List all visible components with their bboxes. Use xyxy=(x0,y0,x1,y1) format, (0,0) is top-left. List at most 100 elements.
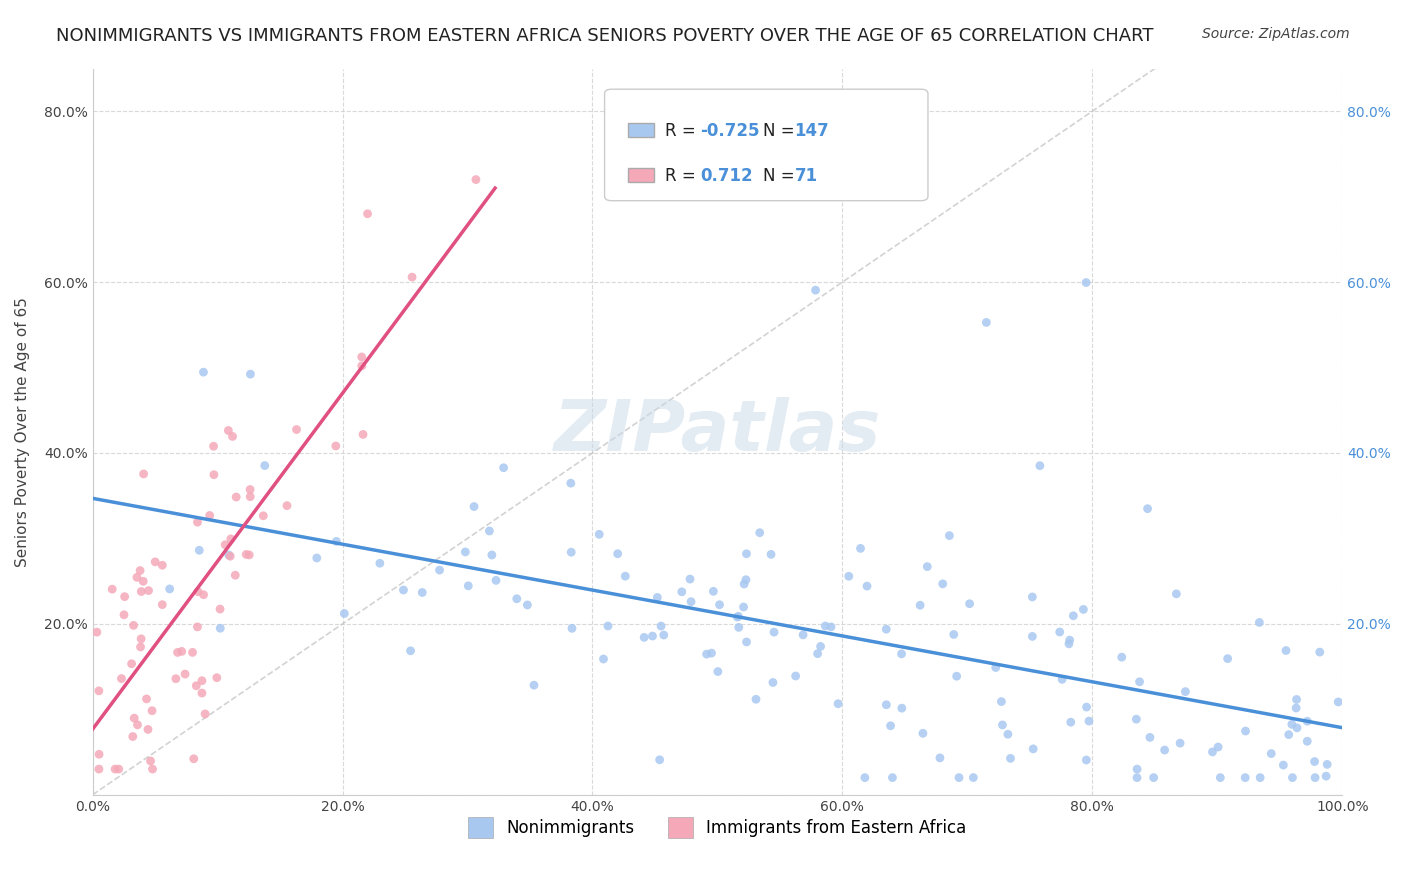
Point xyxy=(745,692,768,706)
Point xyxy=(1143,771,1166,785)
Point xyxy=(1076,276,1098,290)
Point xyxy=(1296,714,1319,729)
Text: Source: ZipAtlas.com: Source: ZipAtlas.com xyxy=(1202,27,1350,41)
Point xyxy=(1078,714,1101,728)
Point xyxy=(1059,633,1081,648)
Point xyxy=(170,644,193,658)
Point xyxy=(191,673,214,688)
Text: N =: N = xyxy=(763,167,800,185)
Point xyxy=(1316,757,1339,772)
Point xyxy=(1309,645,1331,659)
Point xyxy=(253,458,276,473)
Point xyxy=(1029,458,1052,473)
Point xyxy=(748,525,770,540)
Point xyxy=(186,515,208,529)
Point xyxy=(1111,650,1133,665)
Point xyxy=(104,762,127,776)
Point xyxy=(1315,769,1337,783)
Point xyxy=(122,711,145,725)
Text: R =: R = xyxy=(665,122,702,140)
Point xyxy=(1060,715,1083,730)
Point xyxy=(285,423,308,437)
Point xyxy=(997,727,1019,741)
Point xyxy=(1234,771,1257,785)
Point xyxy=(478,524,501,538)
Point xyxy=(193,365,215,379)
Point xyxy=(131,584,153,599)
Point xyxy=(875,622,897,636)
Point xyxy=(733,577,755,591)
Point xyxy=(917,559,939,574)
Point xyxy=(561,621,583,635)
Point xyxy=(219,549,242,564)
Point xyxy=(136,723,159,737)
Point xyxy=(1000,751,1022,765)
Point xyxy=(193,588,215,602)
Point xyxy=(221,429,243,443)
Point xyxy=(194,706,217,721)
Point xyxy=(735,635,758,649)
Point xyxy=(235,548,257,562)
Text: -0.725: -0.725 xyxy=(700,122,759,140)
Point xyxy=(1073,602,1095,616)
Point xyxy=(165,672,187,686)
Point xyxy=(890,701,912,715)
Point xyxy=(138,583,160,598)
Point xyxy=(1126,771,1149,785)
Point xyxy=(648,753,671,767)
Point xyxy=(633,631,655,645)
Point xyxy=(652,628,675,642)
Point xyxy=(1021,629,1043,643)
Legend: Nonimmigrants, Immigrants from Eastern Africa: Nonimmigrants, Immigrants from Eastern A… xyxy=(461,811,973,845)
Point xyxy=(700,646,723,660)
Point xyxy=(121,657,143,671)
Point xyxy=(1139,731,1161,745)
Text: NONIMMIGRANTS VS IMMIGRANTS FROM EASTERN AFRICA SENIORS POVERTY OVER THE AGE OF : NONIMMIGRANTS VS IMMIGRANTS FROM EASTERN… xyxy=(56,27,1154,45)
Point xyxy=(879,719,901,733)
Point xyxy=(671,584,693,599)
Point xyxy=(112,607,135,622)
Point xyxy=(219,532,242,546)
Point xyxy=(523,678,546,692)
Point xyxy=(762,675,785,690)
Point xyxy=(827,697,849,711)
Point xyxy=(150,598,173,612)
Point xyxy=(401,270,423,285)
Point xyxy=(976,315,998,329)
Point xyxy=(214,538,236,552)
Point xyxy=(217,424,239,438)
Point xyxy=(114,590,136,604)
Point xyxy=(107,762,129,776)
Point xyxy=(464,172,486,186)
Point xyxy=(962,771,984,785)
Point xyxy=(129,640,152,654)
Text: ZIPatlas: ZIPatlas xyxy=(554,397,882,467)
Point xyxy=(87,683,110,698)
Point xyxy=(110,672,132,686)
Point xyxy=(276,499,298,513)
Point xyxy=(1125,712,1147,726)
Point xyxy=(127,718,149,732)
Point xyxy=(1166,587,1188,601)
Point xyxy=(239,483,262,497)
Point xyxy=(411,585,433,599)
Point xyxy=(984,660,1007,674)
Point xyxy=(87,762,110,776)
Point xyxy=(882,771,904,785)
Point xyxy=(592,652,614,666)
Point xyxy=(1272,758,1295,772)
Point xyxy=(792,628,814,642)
Point xyxy=(1260,747,1282,761)
Point xyxy=(1209,771,1232,785)
Point xyxy=(209,621,232,635)
Point xyxy=(735,573,758,587)
Point xyxy=(588,527,610,541)
Point xyxy=(681,595,703,609)
Point xyxy=(209,602,232,616)
Text: 147: 147 xyxy=(794,122,830,140)
Point xyxy=(1153,743,1175,757)
Point xyxy=(785,669,807,683)
Point xyxy=(87,747,110,762)
Point xyxy=(814,619,837,633)
Point xyxy=(804,283,827,297)
